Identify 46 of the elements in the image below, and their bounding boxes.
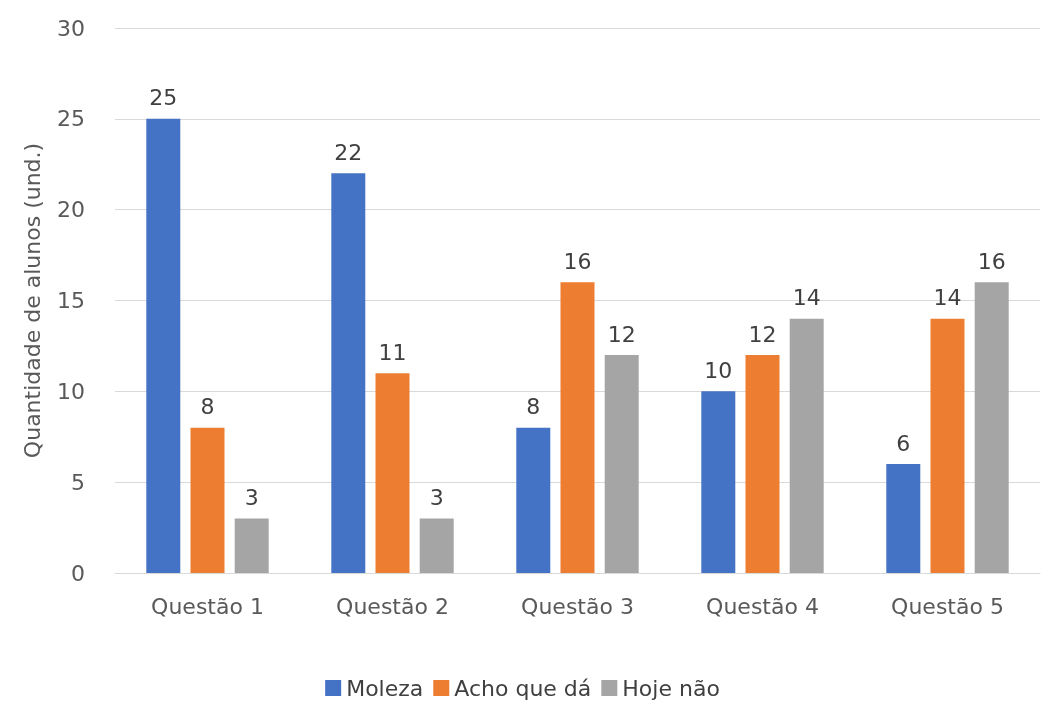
x-tick-label: Questão 5 (891, 593, 1004, 619)
legend-label: Acho que dá (454, 675, 592, 701)
y-tick-label: 25 (57, 106, 85, 132)
y-tick-label: 10 (57, 378, 85, 404)
y-tick-label: 30 (57, 15, 85, 41)
bar (146, 118, 181, 573)
data-label: 16 (977, 248, 1006, 274)
bar (930, 318, 965, 573)
bar (974, 282, 1009, 573)
data-label: 25 (149, 85, 178, 111)
bar (419, 518, 454, 573)
data-label: 12 (748, 321, 777, 347)
data-label: 6 (896, 430, 911, 456)
bar (331, 173, 366, 573)
bar (604, 355, 639, 573)
legend-label: Hoje não (622, 675, 720, 701)
bar (789, 318, 824, 573)
y-axis-title: Quantidade de alunos (und.) (19, 142, 45, 459)
x-tick-label: Questão 4 (706, 593, 819, 619)
data-label: 3 (429, 485, 444, 510)
data-label: 14 (933, 285, 962, 311)
data-label: 12 (607, 321, 636, 347)
bar (190, 427, 225, 573)
x-tick-label: Questão 2 (336, 593, 449, 619)
bar (886, 464, 921, 573)
x-tick-label: Questão 3 (521, 593, 634, 619)
bar (234, 518, 269, 573)
data-label: 22 (334, 139, 363, 165)
data-label: 8 (526, 394, 541, 420)
data-label: 8 (200, 394, 215, 420)
bar (560, 282, 595, 573)
legend-label: Moleza (346, 675, 424, 701)
data-label: 10 (704, 357, 733, 383)
data-label: 16 (563, 248, 592, 274)
y-tick-label: 15 (57, 288, 85, 313)
bar (375, 373, 410, 573)
data-label: 3 (244, 485, 259, 510)
bar (745, 355, 780, 573)
data-label: 14 (792, 285, 821, 311)
bar (701, 391, 736, 573)
x-tick-label: Questão 1 (151, 593, 264, 619)
bar (516, 427, 551, 573)
y-tick-label: 0 (71, 560, 85, 586)
y-tick-label: 5 (71, 469, 85, 495)
y-tick-label: 20 (57, 197, 85, 223)
data-label: 11 (378, 339, 407, 365)
